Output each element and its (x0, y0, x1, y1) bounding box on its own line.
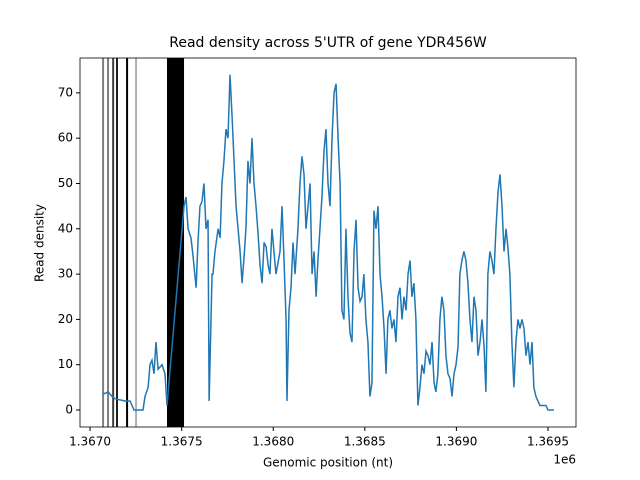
x-tick-label: 1.3685 (344, 435, 386, 449)
y-tick-label: 40 (58, 221, 73, 235)
y-tick-label: 70 (58, 85, 73, 99)
x-tick-label: 1.3680 (252, 435, 294, 449)
data-line (102, 74, 555, 411)
y-tick-label: 20 (58, 312, 73, 326)
y-axis-label: Read density (33, 204, 47, 282)
marker-band (167, 58, 185, 427)
chart-title: Read density across 5'UTR of gene YDR456… (169, 35, 487, 51)
x-tick-label: 1.3690 (435, 435, 477, 449)
y-tick-label: 50 (58, 176, 73, 190)
y-tick-label: 30 (58, 267, 73, 281)
x-offset-label: 1e6 (553, 453, 576, 467)
y-tick-label: 0 (65, 403, 73, 417)
x-tick-label: 1.3695 (527, 435, 569, 449)
x-axis-label: Genomic position (nt) (263, 456, 393, 470)
plot-frame (79, 57, 577, 428)
x-tick-label: 1.3675 (161, 435, 203, 449)
y-tick-label: 10 (58, 357, 73, 371)
x-tick-label: 1.3670 (69, 435, 111, 449)
y-tick-label: 60 (58, 131, 73, 145)
